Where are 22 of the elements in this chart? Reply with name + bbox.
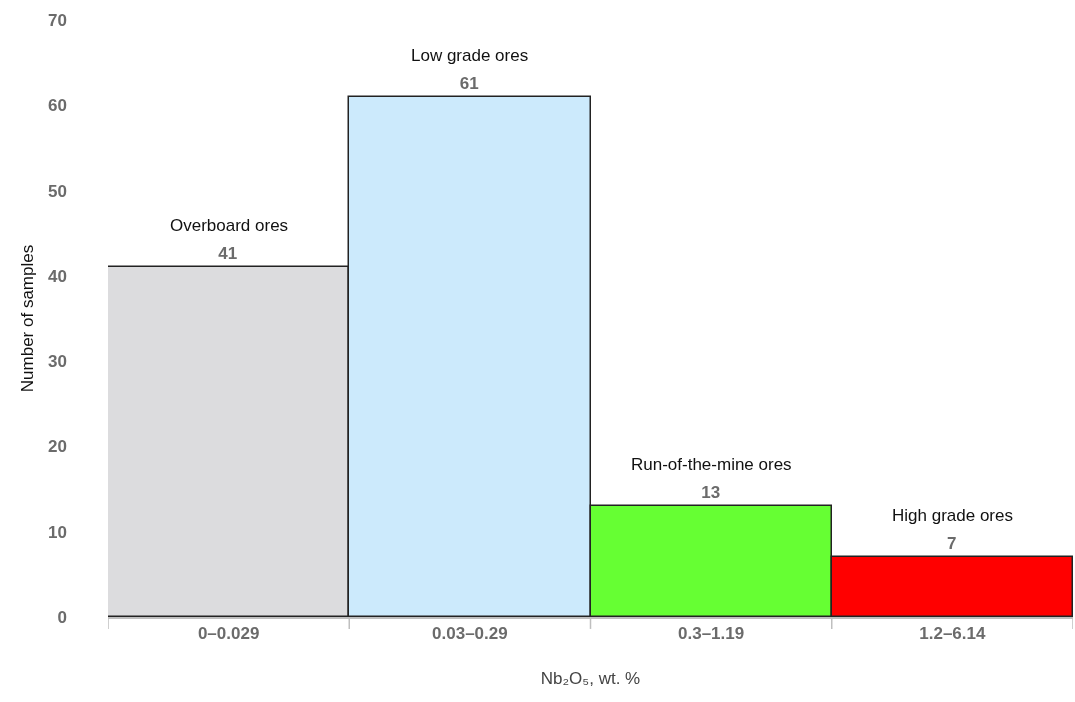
x-tick-label: 0.3–1.19 — [678, 624, 745, 644]
data-label: 7 — [947, 534, 957, 554]
y-tick-label: 10 — [48, 522, 67, 542]
y-tick-label: 40 — [48, 266, 67, 286]
x-tick-label: 0.03–0.29 — [432, 624, 508, 644]
annotation: High grade ores — [892, 506, 1013, 525]
y-tick-label: 20 — [48, 437, 67, 457]
y-tick-label: 0 — [57, 607, 67, 627]
y-tick-label: 30 — [48, 352, 67, 372]
x-tick-label: 1.2–6.14 — [919, 624, 987, 644]
annotation: Overboard ores — [170, 216, 289, 235]
data-label: 61 — [459, 74, 479, 94]
y-tick-label: 50 — [48, 181, 67, 201]
y-axis-title: Number of samples — [17, 244, 37, 393]
y-tick-label: 70 — [48, 10, 67, 30]
data-label: 13 — [701, 483, 721, 503]
y-tick-label: 60 — [48, 96, 67, 116]
annotation: Low grade ores — [411, 46, 529, 65]
x-tick-label: 0–0.029 — [197, 624, 260, 644]
data-label: 41 — [218, 244, 238, 264]
x-axis-title: Nb₂O₅, wt. % — [540, 669, 641, 689]
annotation: Run-of-the-mine ores — [631, 455, 792, 474]
